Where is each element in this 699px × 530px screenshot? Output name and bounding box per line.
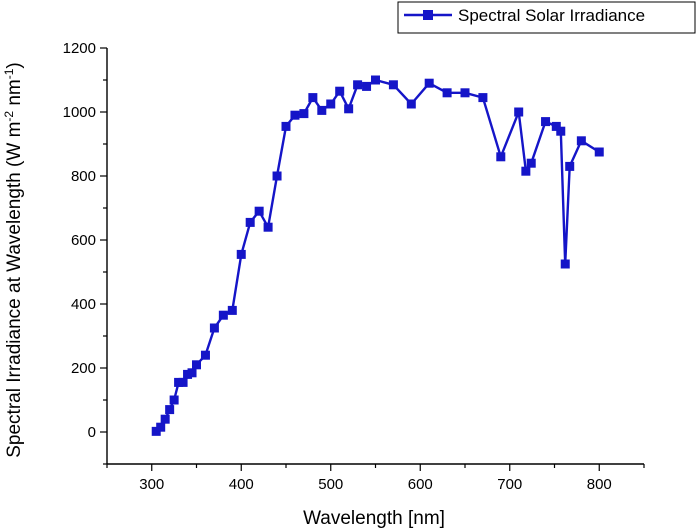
data-point-marker — [362, 81, 372, 91]
legend-label: Spectral Solar Irradiance — [458, 6, 645, 25]
data-point-marker — [187, 368, 197, 378]
data-point-marker — [160, 414, 170, 424]
data-point-marker — [299, 109, 309, 119]
y-tick-label: 1200 — [63, 40, 96, 57]
y-axis-title-suffix: ) — [4, 62, 25, 68]
x-tick-label: 600 — [408, 476, 433, 493]
data-point-marker — [560, 259, 570, 269]
data-point-marker — [236, 249, 246, 259]
data-point-marker — [406, 99, 416, 109]
data-point-marker — [576, 136, 586, 146]
x-ticks: 300 400 500 600 700 800 — [106, 464, 645, 493]
plot-area — [106, 48, 644, 465]
data-point-marker — [272, 171, 282, 181]
data-point-marker — [556, 126, 566, 136]
data-point-marker — [178, 377, 188, 387]
series-line — [155, 78, 600, 433]
data-point-marker — [218, 310, 228, 320]
x-tick-label: 300 — [139, 476, 164, 493]
data-point-marker — [371, 75, 380, 85]
data-point-marker — [353, 80, 363, 90]
y-tick-label: 200 — [71, 360, 96, 377]
data-point-marker — [317, 105, 327, 115]
y-tick-label: 1000 — [63, 104, 96, 121]
data-point-marker — [263, 222, 273, 232]
y-axis-title-exp1: -2 — [2, 111, 16, 122]
data-point-marker — [281, 121, 291, 131]
data-point-marker — [326, 99, 336, 109]
y-axis-title-prefix: Spectral Irradiance at Wavelength (W m — [4, 122, 25, 458]
x-tick-label: 500 — [318, 476, 343, 493]
data-point-marker — [254, 206, 264, 216]
y-tick-label: 400 — [71, 296, 96, 313]
data-point-marker — [526, 158, 536, 168]
data-point-marker — [200, 350, 210, 360]
data-point-marker — [209, 323, 219, 333]
data-point-marker — [245, 217, 255, 227]
data-point-marker — [442, 88, 452, 98]
x-axis-title: Wavelength [nm] — [303, 508, 445, 529]
data-point-marker — [227, 305, 237, 315]
data-point-marker — [424, 78, 434, 88]
data-point-marker — [521, 166, 531, 176]
data-point-marker — [192, 360, 201, 370]
y-ticks: 0 200 400 600 800 1000 1200 — [63, 40, 107, 465]
data-point-marker — [478, 93, 488, 103]
y-axis-title: Spectral Irradiance at Wavelength (W m-2… — [2, 62, 25, 458]
series-layer — [151, 75, 604, 436]
data-point-marker — [169, 395, 179, 405]
data-point-marker — [156, 422, 166, 432]
data-point-marker — [514, 107, 524, 117]
data-point-marker — [496, 152, 506, 162]
x-tick-label: 700 — [497, 476, 522, 493]
y-tick-label: 800 — [71, 168, 96, 185]
data-point-marker — [541, 117, 551, 127]
data-point-marker — [460, 88, 470, 98]
y-tick-label: 600 — [71, 232, 96, 249]
legend-marker-swatch — [423, 10, 433, 20]
legend-box — [397, 1, 696, 34]
data-point-marker — [594, 147, 604, 157]
data-point-marker — [551, 121, 561, 131]
data-point-marker — [165, 405, 175, 415]
y-axis-title-exp2: -1 — [2, 68, 16, 79]
legend: Spectral Solar Irradiance — [397, 1, 696, 34]
data-point-marker — [290, 110, 300, 120]
y-axis-title-mid: nm — [4, 79, 25, 111]
data-point-marker — [308, 93, 318, 103]
x-tick-label: 800 — [587, 476, 612, 493]
data-point-marker — [335, 86, 345, 96]
y-tick-label: 0 — [88, 424, 96, 441]
data-point-marker — [565, 161, 575, 171]
x-tick-label: 400 — [229, 476, 254, 493]
data-point-marker — [344, 104, 354, 114]
data-point-marker — [388, 80, 398, 90]
